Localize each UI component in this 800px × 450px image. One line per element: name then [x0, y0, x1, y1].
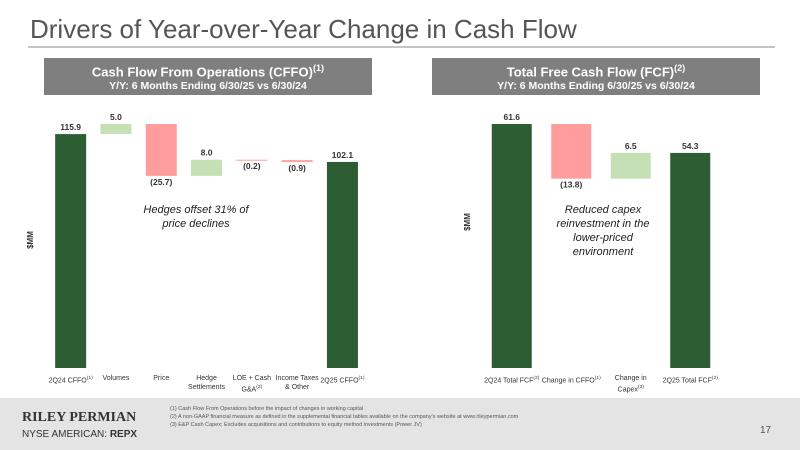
annotation: Reduced capex reinvestment in the lower-… [556, 204, 650, 258]
ticker: REPX [109, 429, 138, 440]
category-label: 2Q24 Total FCF(2) [482, 374, 542, 385]
category-label: 2Q25 CFFO(1) [320, 374, 365, 385]
value-label: 6.5 [625, 141, 637, 151]
category-label: Change in CFFO(1) [542, 374, 602, 385]
chart-title: Cash Flow From Operations (CFFO) [91, 64, 313, 80]
chart-title-note: (1) [312, 63, 325, 73]
chart-subtitle: Y/Y: 6 Months Ending 6/30/25 vs 6/30/24 [497, 80, 695, 93]
category-label: LOE + Cash G&A(2) [229, 374, 274, 394]
chart-title-line: Cash Flow From Operations (CFFO)(1) [44, 63, 372, 79]
bar [191, 159, 223, 176]
footnote: (1) Cash Flow From Operations before the… [170, 406, 364, 412]
y-axis-label: $MM [463, 213, 472, 231]
footnote: (3) E&P Cash Capex; Excludes acquisition… [170, 422, 422, 428]
chart-header: Cash Flow From Operations (CFFO)(1) Y/Y: … [44, 58, 372, 95]
category-name: Change in CFFO [541, 377, 595, 385]
category-name: 2Q24 Total FCF [484, 377, 534, 385]
category-note: (2) [711, 376, 718, 381]
bar [236, 159, 268, 161]
category-name: Change in Capex [614, 375, 647, 394]
footnotes: (1) Cash Flow From Operations before the… [170, 405, 518, 429]
bar [670, 152, 711, 368]
category-label: 2Q24 CFFO(1) [48, 374, 93, 385]
exchange-line: NYSE AMERICAN: REPX [22, 429, 137, 440]
value-label: 8.0 [201, 148, 213, 158]
footnote: (2) A non-GAAP financial measure as defi… [170, 414, 519, 420]
chart-header: Total Free Cash Flow (FCF)(2) Y/Y: 6 Mont… [432, 58, 760, 95]
category-label: Volumes [93, 374, 138, 383]
chart-title: Total Free Cash Flow (FCF) [506, 64, 675, 80]
category-name: LOE + Cash G&A [232, 375, 271, 394]
footer: RILEY PERMIAN NYSE AMERICAN: REPX (1) Ca… [0, 398, 800, 450]
bar [326, 161, 358, 368]
category-name: Volumes [102, 375, 130, 382]
category-label: 2Q25 Total FCF(2) [661, 374, 721, 385]
company: RILEY PERMIAN [22, 410, 137, 425]
category-label: Change in Capex(3) [601, 374, 661, 394]
category-note: (2) [256, 385, 263, 390]
bar [55, 134, 87, 368]
category-note: (1) [86, 376, 93, 381]
value-label: (0.2) [243, 161, 261, 171]
category-note: (1) [594, 376, 601, 381]
value-label: 115.9 [60, 122, 81, 132]
value-label: 61.6 [503, 112, 520, 122]
value-label: 102.1 [332, 150, 354, 160]
category-label: Price [139, 374, 184, 383]
bar [610, 152, 651, 179]
category-note: (1) [358, 376, 365, 381]
value-label: (13.8) [560, 180, 582, 190]
exchange: NYSE AMERICAN: [22, 429, 108, 440]
bar [491, 124, 532, 368]
value-label: (0.9) [288, 163, 306, 173]
value-label: (25.7) [150, 177, 172, 187]
bar [100, 124, 132, 135]
category-label: Hedge Settlements [184, 374, 229, 392]
category-name: 2Q24 CFFO [48, 377, 87, 385]
bar [281, 160, 313, 162]
value-label: 5.0 [110, 112, 122, 122]
page-number: 17 [760, 425, 772, 436]
bar [145, 124, 177, 176]
annotation: Hedges offset 31% of price declines [143, 204, 249, 230]
category-name: Price [153, 375, 170, 382]
category-note: (2) [533, 376, 540, 381]
y-axis-label: $MM [26, 231, 35, 249]
chart-subtitle: Y/Y: 6 Months Ending 6/30/25 vs 6/30/24 [109, 80, 307, 93]
chart-title-line: Total Free Cash Flow (FCF)(2) [432, 63, 760, 79]
category-note: (3) [637, 385, 644, 390]
category-name: 2Q25 CFFO [320, 377, 359, 385]
category-label: Income Taxes & Other [275, 374, 320, 392]
category-name: Hedge Settlements [188, 375, 226, 391]
bar [551, 124, 592, 179]
category-name: 2Q25 Total FCF [662, 377, 712, 385]
slide-title: Drivers of Year-over-Year Change in Cash… [30, 14, 577, 44]
value-label: 54.3 [682, 141, 699, 151]
chart-title-note: (2) [674, 63, 686, 73]
category-name: Income Taxes & Other [275, 375, 319, 391]
